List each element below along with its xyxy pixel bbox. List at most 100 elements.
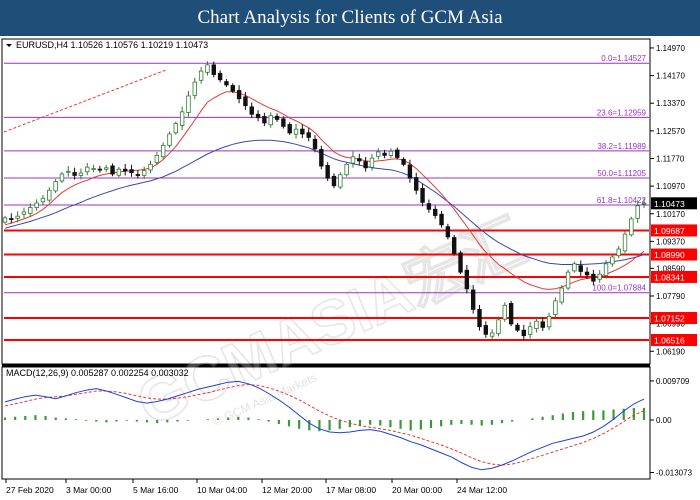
candle-body [458,252,463,273]
candle-body [610,256,615,265]
fib-level-label: 61.8=1.10422 [597,196,647,205]
candle-body [230,85,235,92]
support-price-label-box [651,270,697,283]
candle-body [97,168,103,171]
candle-body [502,304,508,320]
candle-body [15,215,20,219]
price-tick-label: 1.08590 [656,264,685,273]
candlestick-series [2,61,647,341]
macd-tick-label: 0.00 [656,416,672,425]
candle-body [123,168,128,172]
candle-body [148,163,153,171]
price-tick-label: 1.10170 [656,210,685,219]
candle-body [34,202,39,208]
candle-body [382,152,387,156]
candle-body [591,273,596,282]
time-tick-label: 12 Mar 20:00 [262,485,312,495]
candle-body [407,164,413,179]
price-labels: 1.09687 1.08990 1.08341 1.07152 1.06516 1.104… [651,197,697,346]
slow-moving-average-line [4,139,645,265]
candle-body [2,217,8,223]
price-pane-header: EURUSD,H4 1.10526 1.10576 1.10219 1.1047… [16,40,208,50]
support-price-label: 1.09687 [654,226,685,236]
candle-body [59,173,65,182]
candle-body [401,158,406,165]
support-price-label: 1.06516 [654,335,685,345]
candle-body [167,133,172,146]
candle-body [306,132,311,138]
candle-body [205,64,210,73]
candle-body [331,175,337,187]
candle-body [496,319,501,334]
candle-body [357,158,362,162]
candle-body [508,303,514,325]
candle-body [622,233,628,252]
candle-body [388,150,394,156]
macd-signal-line [4,384,645,466]
candle-body [236,90,242,100]
candle-body [141,170,147,176]
candle-body [319,149,324,167]
candle-body [116,168,122,176]
candle-body [110,165,115,175]
candle-body [9,218,14,220]
support-price-label-box [651,312,697,325]
candle-body [483,325,489,335]
candle-body [78,172,84,176]
candle-body [192,81,198,96]
candle-body [293,128,299,135]
candle-body [439,213,444,226]
candle-body [255,113,261,119]
candle-body [40,197,46,203]
candle-body [211,64,216,75]
candle-body [597,273,602,280]
fib-level-label: 38.2=1.11989 [597,142,646,151]
fib-level-label: 50.0=1.11205 [597,169,646,178]
candle-body [85,166,90,173]
symbol-menu-icon[interactable] [6,44,12,47]
chart-title: Chart Analysis for Clients of GCM Asia [197,7,503,28]
price-tick-label: 1.13370 [656,99,685,108]
time-tick-label: 17 Mar 08:00 [326,485,376,495]
support-resistance-levels [4,229,649,341]
candle-body [363,161,368,169]
candle-body [28,207,33,214]
support-price-label: 1.07152 [654,314,685,324]
candle-body [540,321,545,328]
support-price-label: 1.08990 [654,250,685,260]
candle-body [521,329,526,337]
candle-body [243,96,248,107]
candle-body [546,315,552,328]
price-tick-label: 1.06190 [656,347,685,356]
candle-body [426,203,432,210]
candle-body [527,326,533,335]
price-tick-label: 1.14970 [656,44,685,53]
candle-body [154,154,160,163]
candle-body [268,115,273,126]
candle-body [129,169,134,174]
candle-body [515,324,520,331]
candle-body [91,168,96,170]
time-tick-label: 27 Feb 2020 [6,485,54,495]
price-tick-label: 1.06990 [656,320,685,329]
trading-chart[interactable]: GCMASIA宏汇 © GCM Asia Markets 0.0=1.14527… [0,36,700,500]
candle-body [287,124,292,134]
candle-body [534,320,539,329]
candle-body [72,172,77,176]
fib-level-label: 100.0=1.07884 [592,284,646,293]
price-tick-label: 1.07790 [656,292,685,301]
candle-body [420,188,425,203]
candle-body [173,123,179,134]
macd-axis: 0.009709 0.00 -0.013073 [650,377,693,477]
candle-body [274,115,280,120]
time-axis: 27 Feb 2020 3 Mar 00:00 5 Mar 16:00 10 Mar … [5,479,507,495]
candle-body [47,189,52,201]
macd-tick-label: -0.013073 [656,468,693,477]
price-tick-label: 1.14170 [656,72,685,81]
candle-body [376,151,381,157]
price-tick-label: 1.09370 [656,237,685,246]
candle-body [616,248,621,257]
candle-body [53,181,58,192]
candle-body [445,226,451,238]
candle-body [578,265,583,272]
